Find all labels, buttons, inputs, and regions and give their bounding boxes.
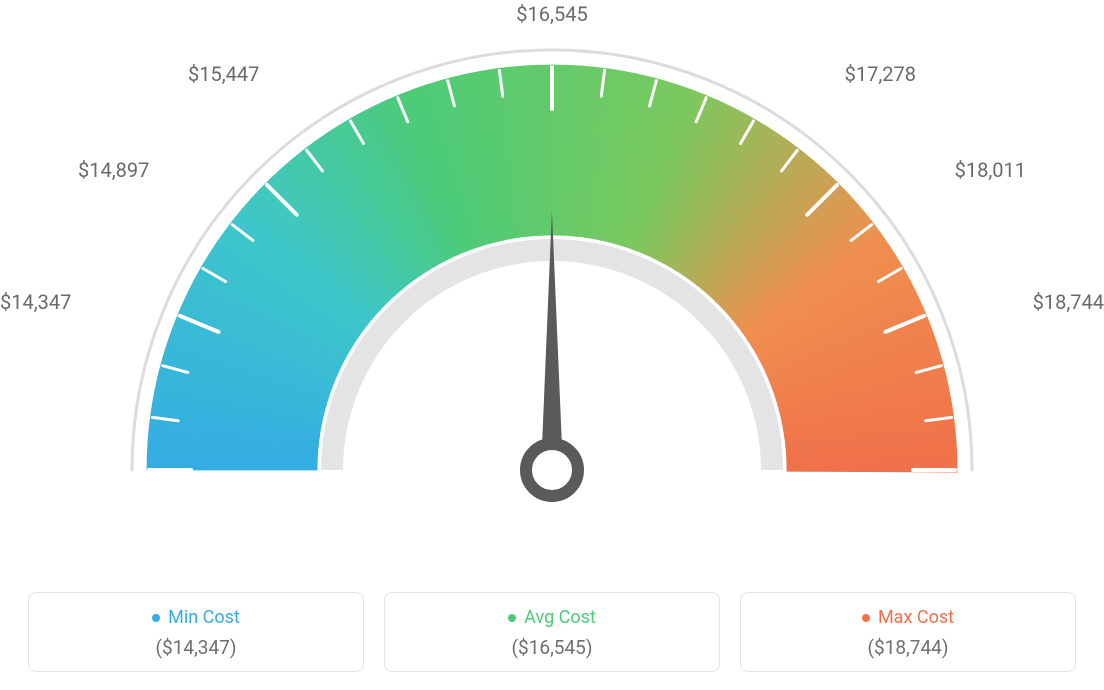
dot-icon	[152, 614, 160, 622]
legend-card-avg: Avg Cost ($16,545)	[384, 592, 720, 673]
gauge-tick-label: $18,011	[955, 158, 1026, 182]
dot-icon	[862, 614, 870, 622]
legend-card-min: Min Cost ($14,347)	[28, 592, 364, 673]
gauge-tick-label: $14,347	[0, 290, 71, 314]
legend-label: Max Cost	[878, 607, 954, 628]
legend-value-min: ($14,347)	[39, 636, 353, 659]
gauge-tick-label: $18,744	[1033, 290, 1104, 314]
legend-card-max: Max Cost ($18,744)	[740, 592, 1076, 673]
legend-label: Avg Cost	[524, 607, 596, 628]
dot-icon	[508, 614, 516, 622]
gauge-svg	[0, 0, 1104, 560]
gauge-tick-label: $16,545	[516, 2, 587, 26]
gauge-tick-label: $17,278	[845, 62, 916, 86]
gauge-tick-label: $14,897	[78, 158, 149, 182]
legend-title-avg: Avg Cost	[508, 607, 596, 628]
gauge-tick-label: $15,447	[188, 62, 259, 86]
legend-label: Min Cost	[168, 607, 240, 628]
legend-value-avg: ($16,545)	[395, 636, 709, 659]
legend-value-max: ($18,744)	[751, 636, 1065, 659]
legend-title-min: Min Cost	[152, 607, 240, 628]
cost-gauge: $14,347 $14,897 $15,447 $16,545 $17,278 $18,0…	[0, 0, 1104, 560]
legend-title-max: Max Cost	[862, 607, 954, 628]
legend-row: Min Cost ($14,347) Avg Cost ($16,545) Ma…	[0, 592, 1104, 673]
